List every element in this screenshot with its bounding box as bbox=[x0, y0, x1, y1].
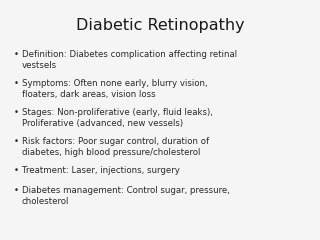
Text: •: • bbox=[14, 166, 19, 175]
Text: •: • bbox=[14, 186, 19, 195]
Text: Diabetic Retinopathy: Diabetic Retinopathy bbox=[76, 18, 244, 33]
Text: •: • bbox=[14, 50, 19, 59]
Text: Symptoms: Often none early, blurry vision,
floaters, dark areas, vision loss: Symptoms: Often none early, blurry visio… bbox=[22, 79, 208, 99]
Text: Stages: Non-proliferative (early, fluid leaks),
Proliferative (advanced, new ves: Stages: Non-proliferative (early, fluid … bbox=[22, 108, 213, 128]
Text: •: • bbox=[14, 108, 19, 117]
Text: •: • bbox=[14, 137, 19, 146]
Text: Risk factors: Poor sugar control, duration of
diabetes, high blood pressure/chol: Risk factors: Poor sugar control, durati… bbox=[22, 137, 209, 157]
Text: •: • bbox=[14, 79, 19, 88]
Text: Diabetes management: Control sugar, pressure,
cholesterol: Diabetes management: Control sugar, pres… bbox=[22, 186, 230, 206]
Text: Treatment: Laser, injections, surgery: Treatment: Laser, injections, surgery bbox=[22, 166, 180, 175]
Text: Definition: Diabetes complication affecting retinal
vestsels: Definition: Diabetes complication affect… bbox=[22, 50, 237, 70]
